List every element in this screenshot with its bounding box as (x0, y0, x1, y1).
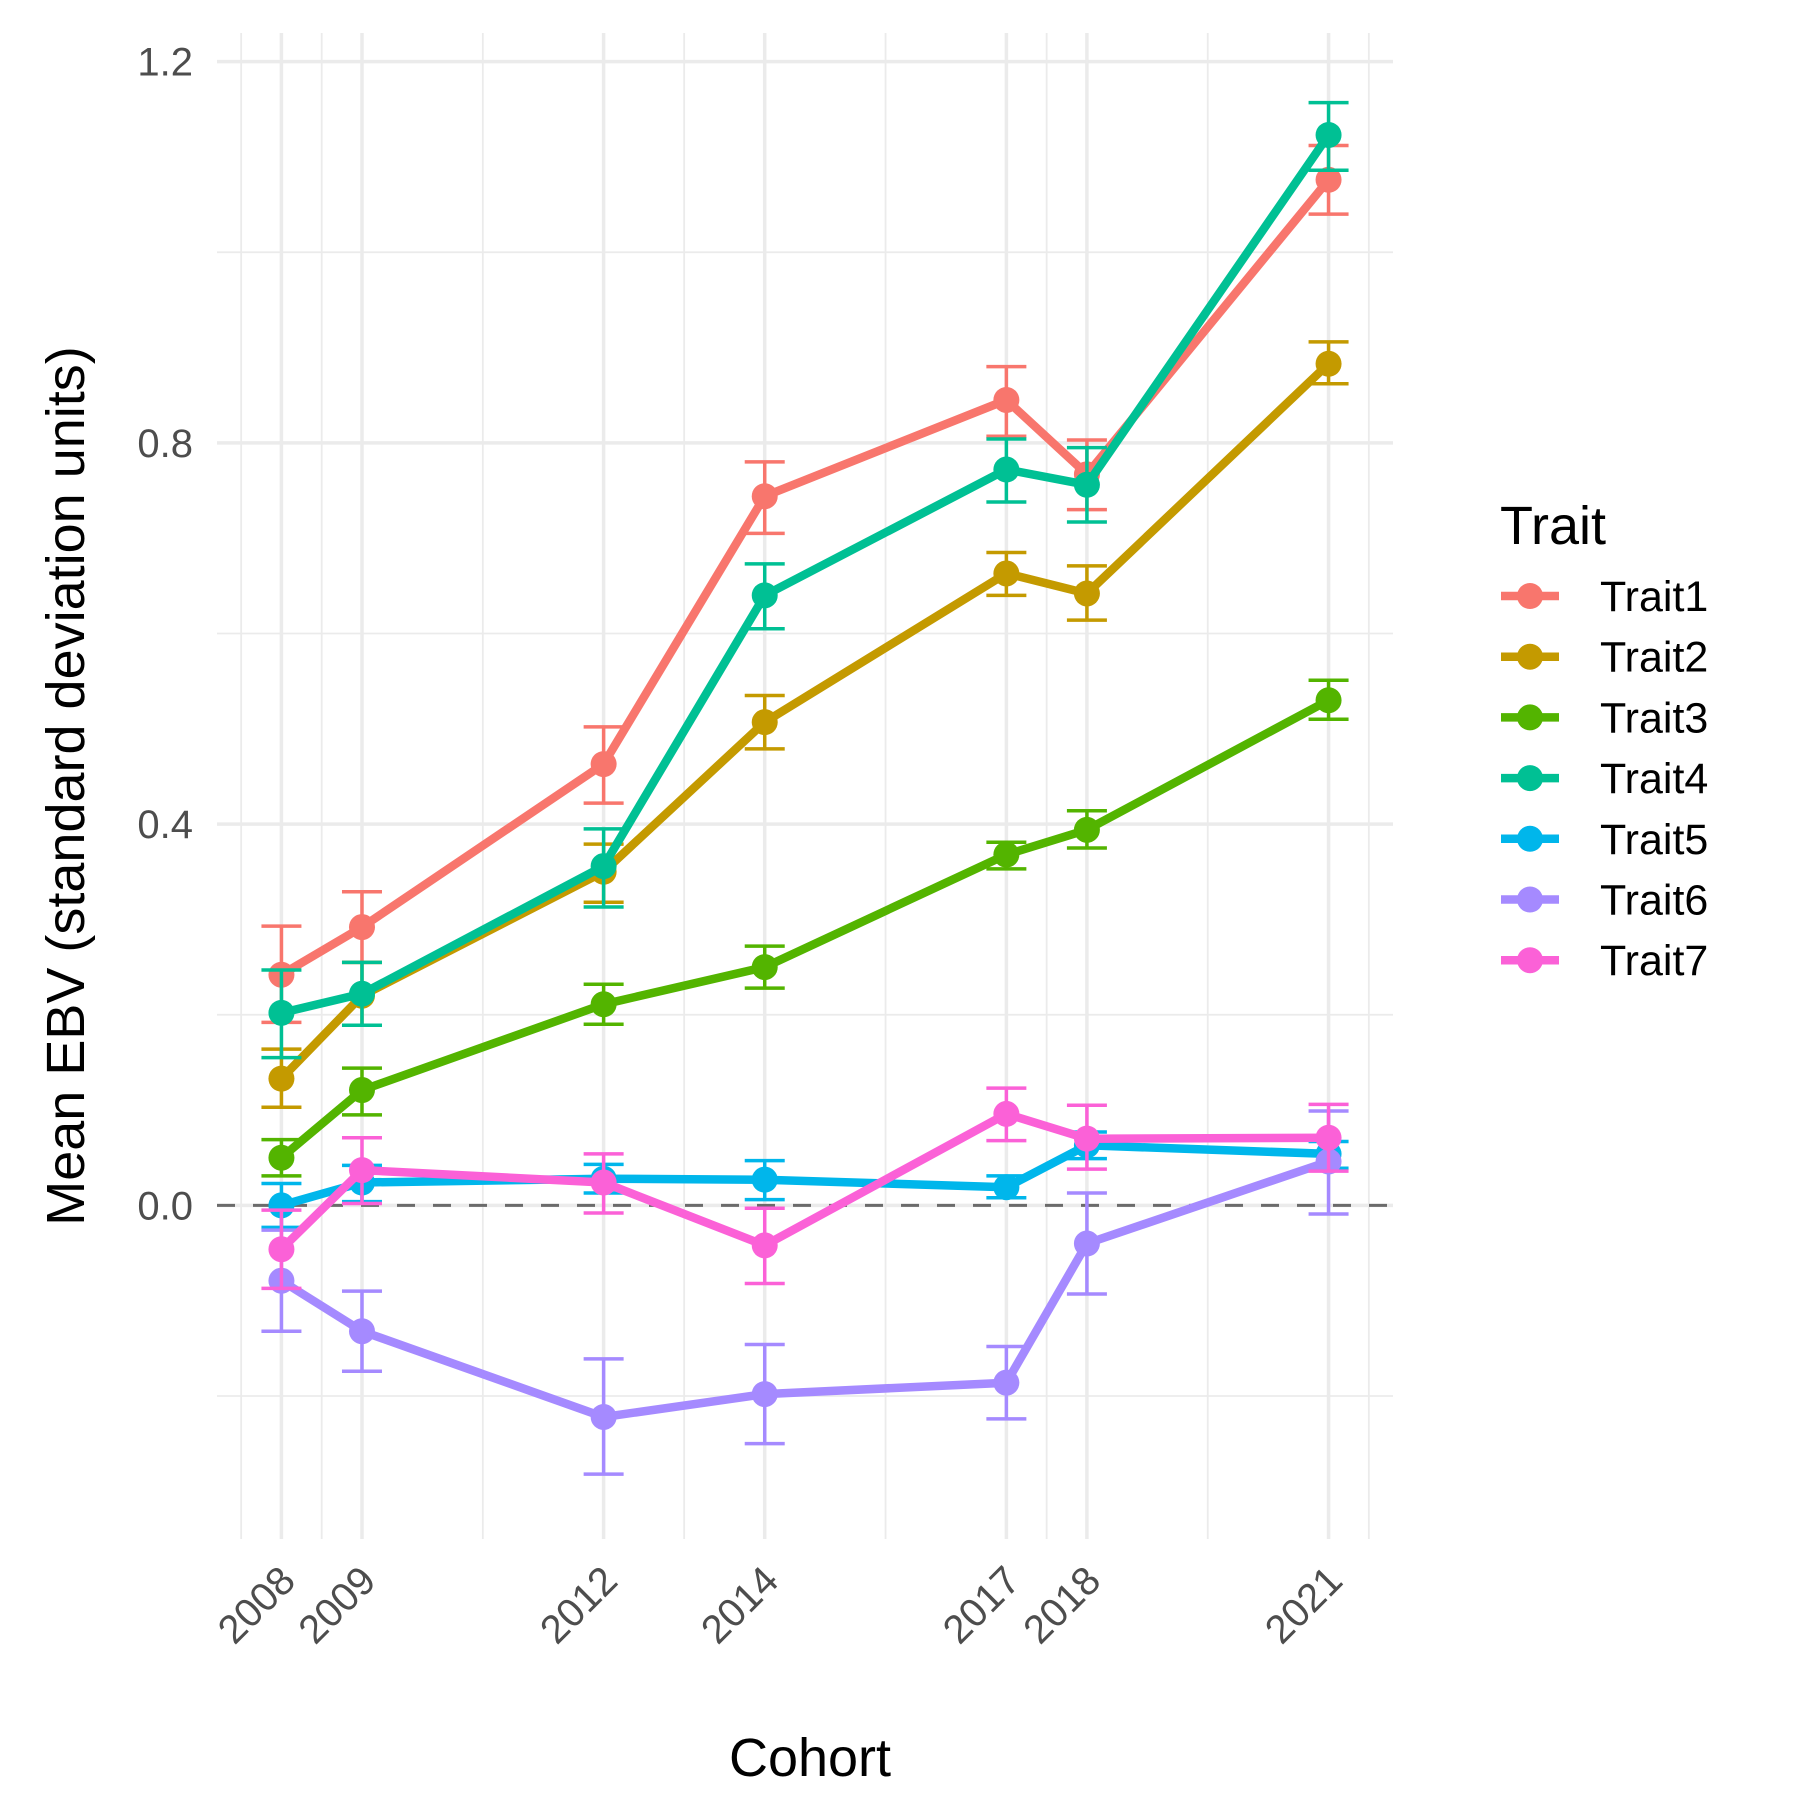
data-point (751, 582, 778, 609)
x-tick-label: 2014 (693, 1558, 787, 1652)
series-trait1 (261, 143, 1349, 1025)
x-axis-title: Cohort (729, 1728, 891, 1788)
series-trait2 (261, 340, 1349, 1109)
legend-key-point (1517, 947, 1543, 974)
data-point (348, 980, 375, 1007)
data-point (751, 1166, 778, 1193)
data-point (1315, 350, 1342, 377)
series-layer (261, 100, 1349, 1476)
legend-item-trait4: Trait4 (1501, 755, 1708, 803)
legend-item-trait2: Trait2 (1501, 634, 1708, 682)
legend-label: Trait5 (1600, 816, 1708, 864)
legend-key-point (1517, 643, 1543, 670)
data-point (751, 709, 778, 736)
data-point (590, 853, 617, 880)
y-axis-tick-labels: 0.0 0.4 0.8 1.2 (137, 41, 193, 1229)
data-point (1315, 166, 1342, 193)
data-point (590, 1169, 617, 1196)
minor-gridlines-x (240, 33, 1370, 1539)
data-point (348, 914, 375, 941)
data-point (751, 483, 778, 510)
legend-key-point (1517, 583, 1543, 609)
legend-label: Trait1 (1600, 573, 1708, 621)
data-point (348, 1318, 375, 1345)
data-point (993, 1174, 1020, 1201)
legend-label: Trait2 (1600, 634, 1708, 682)
legend-label: Trait4 (1600, 755, 1708, 803)
series-trait4 (261, 100, 1349, 1060)
data-point (1073, 1125, 1100, 1152)
x-tick-label: 2021 (1257, 1558, 1351, 1652)
series-line (278, 696, 1331, 1161)
legend-item-trait6: Trait6 (1501, 877, 1708, 925)
data-point (268, 999, 295, 1026)
x-tick-label: 2009 (290, 1558, 384, 1652)
legend-key-point (1517, 704, 1543, 731)
data-point (993, 386, 1020, 413)
data-point (1073, 580, 1100, 607)
data-point (1315, 121, 1342, 148)
data-point (993, 1100, 1020, 1127)
y-tick-label: 0.0 (137, 1184, 193, 1228)
data-point (993, 560, 1020, 587)
data-point (590, 1403, 617, 1430)
series-line (278, 360, 1332, 1082)
data-point (993, 841, 1020, 868)
y-tick-label: 0.4 (137, 803, 193, 847)
y-tick-label: 0.8 (137, 422, 193, 466)
data-point (1073, 1230, 1100, 1257)
legend-key-point (1517, 886, 1543, 913)
data-point (268, 1144, 295, 1171)
legend-label: Trait7 (1600, 937, 1708, 985)
legend-item-trait1: Trait1 (1501, 573, 1708, 621)
data-point (590, 991, 617, 1018)
legend-title: Trait (1500, 496, 1606, 556)
series-line (279, 1157, 1330, 1422)
legend-item-trait3: Trait3 (1501, 694, 1708, 742)
data-point (993, 1369, 1020, 1396)
legend-item-trait7: Trait7 (1501, 937, 1708, 985)
data-point (1315, 1124, 1342, 1151)
legend-label: Trait3 (1600, 694, 1708, 742)
legend-key-point (1517, 825, 1543, 852)
data-point (1073, 816, 1100, 843)
data-point (1315, 687, 1342, 714)
series-trait7 (261, 1086, 1349, 1291)
data-point (348, 1077, 375, 1104)
x-tick-label: 2017 (935, 1558, 1029, 1652)
legend: Trait Trait1 Trait2 Trait3 Trait4 Trait5 Trai… (1500, 496, 1708, 985)
data-point (590, 751, 617, 778)
data-point (348, 1157, 375, 1184)
series-trait3 (261, 678, 1349, 1178)
x-tick-label: 2008 (210, 1558, 304, 1652)
x-tick-label: 2012 (532, 1558, 626, 1652)
data-point (268, 1236, 295, 1263)
data-point (751, 1381, 778, 1408)
data-point (268, 1065, 295, 1092)
data-point (751, 954, 778, 981)
series-line (280, 132, 1333, 1018)
series-trait6 (261, 1109, 1349, 1476)
legend-key-point (1517, 765, 1543, 792)
data-point (1073, 471, 1100, 498)
data-point (993, 456, 1020, 483)
data-point (751, 1232, 778, 1259)
y-tick-label: 1.2 (137, 41, 193, 85)
y-axis-title: Mean EBV (standard deviation units) (36, 346, 96, 1225)
legend-label: Trait6 (1600, 877, 1708, 925)
x-tick-label: 2018 (1015, 1558, 1109, 1652)
legend-item-trait5: Trait5 (1501, 816, 1708, 864)
